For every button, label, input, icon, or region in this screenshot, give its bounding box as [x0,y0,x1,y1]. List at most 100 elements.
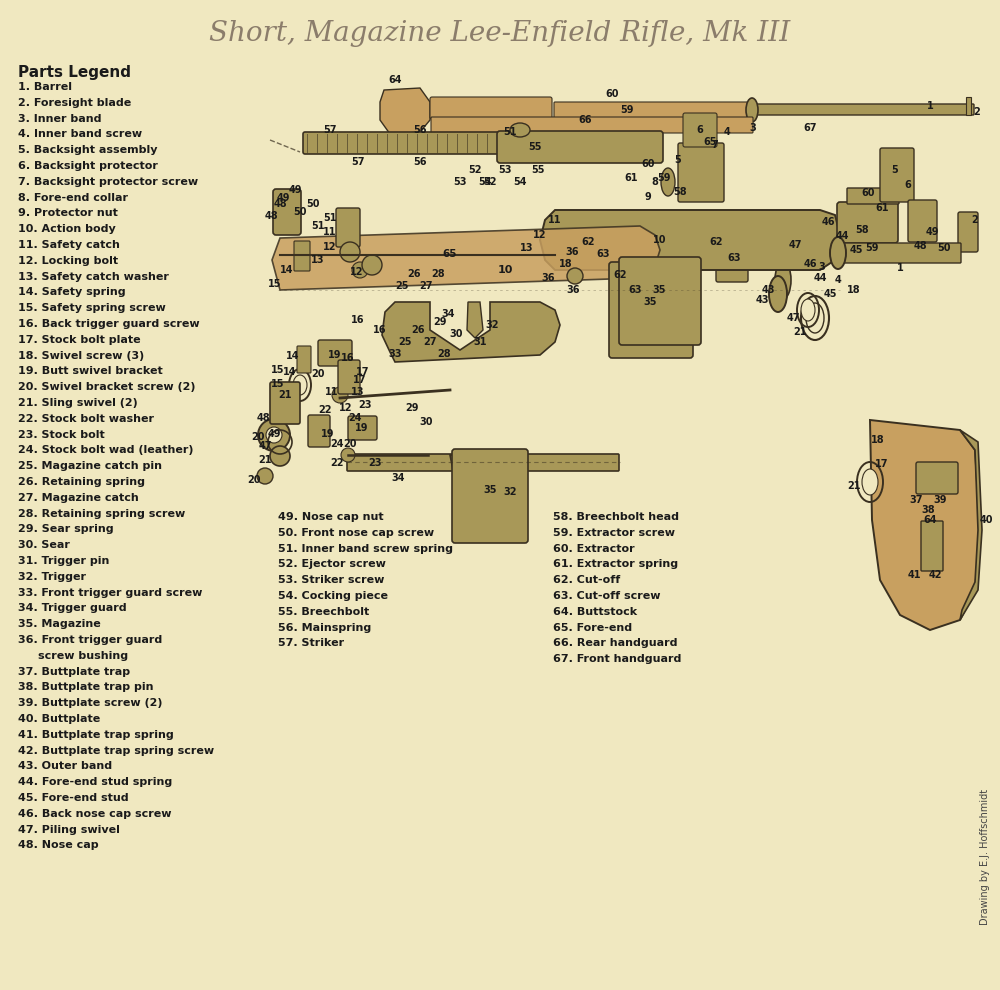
Text: 10: 10 [653,235,667,245]
FancyBboxPatch shape [336,208,360,247]
Text: 17. Stock bolt plate: 17. Stock bolt plate [18,335,141,345]
Text: 42. Buttplate trap spring screw: 42. Buttplate trap spring screw [18,745,214,755]
Text: 4. Inner band screw: 4. Inner band screw [18,130,142,140]
Ellipse shape [661,168,675,196]
Ellipse shape [802,233,818,257]
Text: 47: 47 [788,240,802,250]
Text: 32: 32 [503,487,517,497]
Text: 33: 33 [388,349,402,359]
Ellipse shape [769,276,787,312]
Text: 31: 31 [473,337,487,347]
Text: 10: 10 [497,265,513,275]
Text: 4: 4 [835,275,841,285]
Text: 31. Trigger pin: 31. Trigger pin [18,556,109,566]
Text: 51: 51 [503,127,517,137]
Text: 15: 15 [271,365,285,375]
Text: 44: 44 [835,231,849,241]
Text: 38. Buttplate trap pin: 38. Buttplate trap pin [18,682,154,692]
Ellipse shape [510,123,530,137]
Text: 26. Retaining spring: 26. Retaining spring [18,477,145,487]
FancyBboxPatch shape [716,216,748,282]
Text: 60: 60 [861,188,875,198]
FancyBboxPatch shape [308,415,330,447]
FancyBboxPatch shape [880,148,914,202]
Text: 49: 49 [288,185,302,195]
Ellipse shape [801,299,815,321]
Text: 39. Buttplate screw (2): 39. Buttplate screw (2) [18,698,162,708]
Text: 59: 59 [657,173,671,183]
Text: 35: 35 [643,297,657,307]
Text: 18: 18 [559,259,573,269]
Text: 64: 64 [388,75,402,85]
Text: 47. Piling swivel: 47. Piling swivel [18,825,120,835]
Text: 4: 4 [724,127,730,137]
Text: 8. Fore-end collar: 8. Fore-end collar [18,193,128,203]
Text: 24: 24 [330,439,344,449]
Text: 43: 43 [761,285,775,295]
Text: 44. Fore-end stud spring: 44. Fore-end stud spring [18,777,172,787]
Text: 13. Safety catch washer: 13. Safety catch washer [18,271,169,281]
Polygon shape [272,226,660,290]
Text: 49: 49 [267,429,281,439]
Text: 21. Sling swivel (2): 21. Sling swivel (2) [18,398,138,408]
Text: 9: 9 [645,192,651,202]
Text: 3. Inner band: 3. Inner band [18,114,102,124]
Text: 45: 45 [849,245,863,255]
Text: 29. Sear spring: 29. Sear spring [18,525,114,535]
Text: 20: 20 [247,475,261,485]
Ellipse shape [775,261,791,299]
FancyBboxPatch shape [619,257,701,345]
FancyBboxPatch shape [318,340,352,366]
Text: 16. Back trigger guard screw: 16. Back trigger guard screw [18,319,200,329]
Text: 25. Magazine catch pin: 25. Magazine catch pin [18,461,162,471]
Circle shape [258,419,290,451]
Text: 6: 6 [697,125,703,135]
Text: 22: 22 [330,458,344,468]
FancyBboxPatch shape [683,113,717,147]
Text: 59: 59 [620,105,634,115]
Text: 50. Front nose cap screw: 50. Front nose cap screw [278,528,434,538]
Text: 56: 56 [413,157,427,167]
Text: 25: 25 [398,337,412,347]
Text: 62: 62 [613,270,627,280]
Text: 61: 61 [624,173,638,183]
Text: 55: 55 [528,142,542,152]
Polygon shape [467,302,483,338]
Text: 54: 54 [478,177,492,187]
Polygon shape [960,430,982,620]
Text: 35: 35 [652,285,666,295]
Text: 20: 20 [311,369,325,379]
Text: 18: 18 [871,435,885,445]
Text: 49: 49 [925,227,939,237]
Text: 61: 61 [875,203,889,213]
Circle shape [362,255,382,275]
Polygon shape [540,210,840,270]
FancyBboxPatch shape [958,212,978,252]
Text: 53: 53 [498,165,512,175]
Text: 2: 2 [974,107,980,117]
Text: 65: 65 [703,137,717,147]
Text: 30: 30 [419,417,433,427]
Text: 55: 55 [531,165,545,175]
Text: 32. Trigger: 32. Trigger [18,572,86,582]
Text: 21: 21 [278,390,292,400]
Text: 11: 11 [548,215,562,225]
Text: 49. Nose cap nut: 49. Nose cap nut [278,512,384,522]
Text: 44: 44 [813,273,827,283]
Text: 28: 28 [437,349,451,359]
Text: 11: 11 [323,227,337,237]
Ellipse shape [806,303,824,333]
Ellipse shape [746,98,758,122]
Text: 60. Extractor: 60. Extractor [553,544,635,553]
Text: 19: 19 [355,423,369,433]
Text: 33. Front trigger guard screw: 33. Front trigger guard screw [18,588,202,598]
Text: Drawing by E.J. Hoffschmidt: Drawing by E.J. Hoffschmidt [980,789,990,925]
Ellipse shape [830,237,846,269]
FancyBboxPatch shape [752,104,974,115]
Text: 52: 52 [483,177,497,187]
Text: 24: 24 [348,413,362,423]
Text: 17: 17 [353,375,367,385]
Text: 37. Buttplate trap: 37. Buttplate trap [18,666,130,676]
Text: 14: 14 [280,265,294,275]
Text: 48: 48 [256,413,270,423]
